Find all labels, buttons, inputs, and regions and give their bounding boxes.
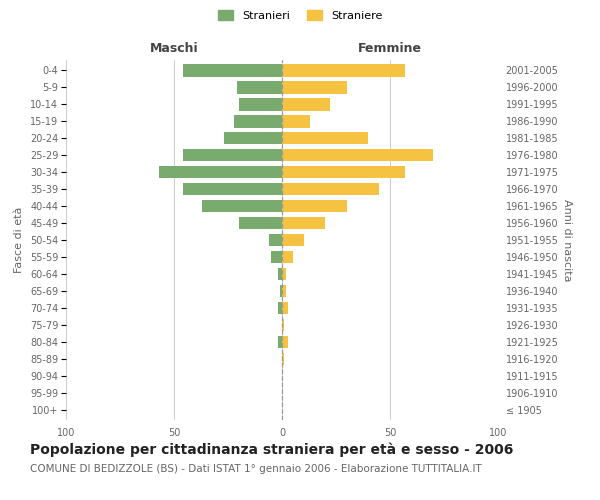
Bar bbox=[282, 166, 405, 178]
Y-axis label: Anni di nascita: Anni di nascita bbox=[562, 198, 572, 281]
Bar bbox=[235, 115, 282, 128]
Bar bbox=[239, 98, 282, 110]
Bar bbox=[202, 200, 282, 212]
Bar bbox=[282, 148, 433, 162]
Bar bbox=[182, 148, 282, 162]
Bar bbox=[224, 132, 282, 144]
Bar bbox=[282, 336, 289, 348]
Bar bbox=[280, 284, 282, 298]
Bar bbox=[282, 216, 325, 230]
Bar bbox=[282, 284, 286, 298]
Bar bbox=[182, 64, 282, 76]
Bar bbox=[159, 166, 282, 178]
Bar bbox=[282, 98, 329, 110]
Bar bbox=[271, 250, 282, 264]
Bar bbox=[278, 302, 282, 314]
Text: Popolazione per cittadinanza straniera per età e sesso - 2006: Popolazione per cittadinanza straniera p… bbox=[30, 442, 514, 457]
Bar bbox=[236, 81, 282, 94]
Bar bbox=[282, 200, 347, 212]
Text: COMUNE DI BEDIZZOLE (BS) - Dati ISTAT 1° gennaio 2006 - Elaborazione TUTTITALIA.: COMUNE DI BEDIZZOLE (BS) - Dati ISTAT 1°… bbox=[30, 464, 482, 474]
Bar bbox=[282, 318, 284, 332]
Bar bbox=[282, 115, 310, 128]
Bar bbox=[182, 182, 282, 196]
Bar bbox=[282, 81, 347, 94]
Bar bbox=[282, 234, 304, 246]
Bar bbox=[282, 268, 286, 280]
Bar bbox=[278, 268, 282, 280]
Legend: Stranieri, Straniere: Stranieri, Straniere bbox=[213, 6, 387, 25]
Bar bbox=[282, 250, 293, 264]
Bar bbox=[269, 234, 282, 246]
Bar bbox=[282, 64, 405, 76]
Bar bbox=[278, 336, 282, 348]
Text: Maschi: Maschi bbox=[149, 42, 199, 55]
Bar bbox=[282, 182, 379, 196]
Bar bbox=[282, 132, 368, 144]
Bar bbox=[282, 302, 289, 314]
Y-axis label: Fasce di età: Fasce di età bbox=[14, 207, 25, 273]
Text: Femmine: Femmine bbox=[358, 42, 422, 55]
Bar bbox=[282, 352, 284, 365]
Bar bbox=[239, 216, 282, 230]
